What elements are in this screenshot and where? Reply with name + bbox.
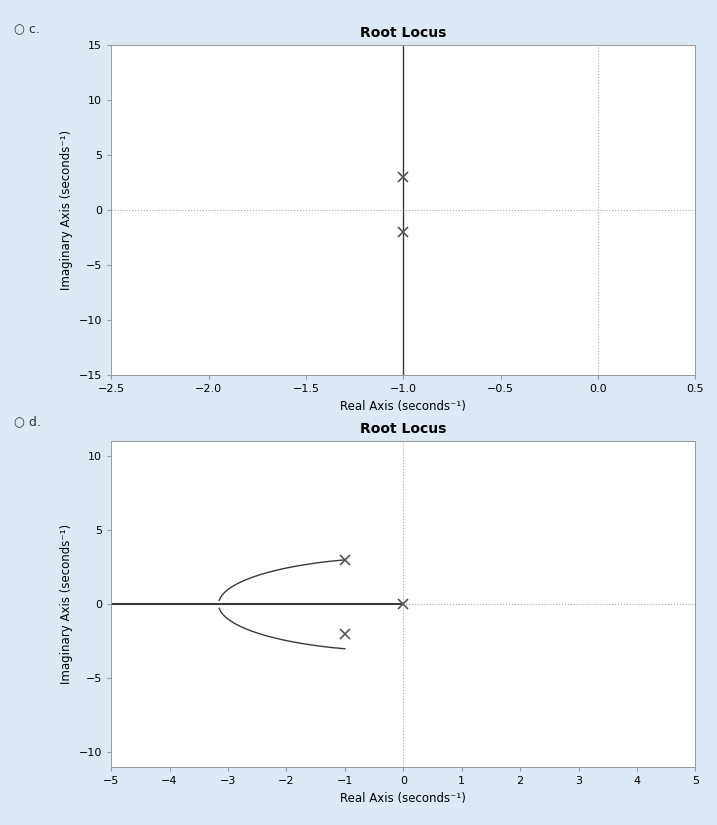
Text: ○ c.: ○ c. [14, 23, 40, 36]
Text: ○ d.: ○ d. [14, 415, 41, 428]
X-axis label: Real Axis (seconds⁻¹): Real Axis (seconds⁻¹) [341, 792, 466, 805]
Title: Root Locus: Root Locus [360, 26, 447, 40]
Y-axis label: Imaginary Axis (seconds⁻¹): Imaginary Axis (seconds⁻¹) [60, 130, 73, 290]
Title: Root Locus: Root Locus [360, 422, 447, 436]
Y-axis label: Imaginary Axis (seconds⁻¹): Imaginary Axis (seconds⁻¹) [60, 524, 73, 685]
X-axis label: Real Axis (seconds⁻¹): Real Axis (seconds⁻¹) [341, 400, 466, 413]
